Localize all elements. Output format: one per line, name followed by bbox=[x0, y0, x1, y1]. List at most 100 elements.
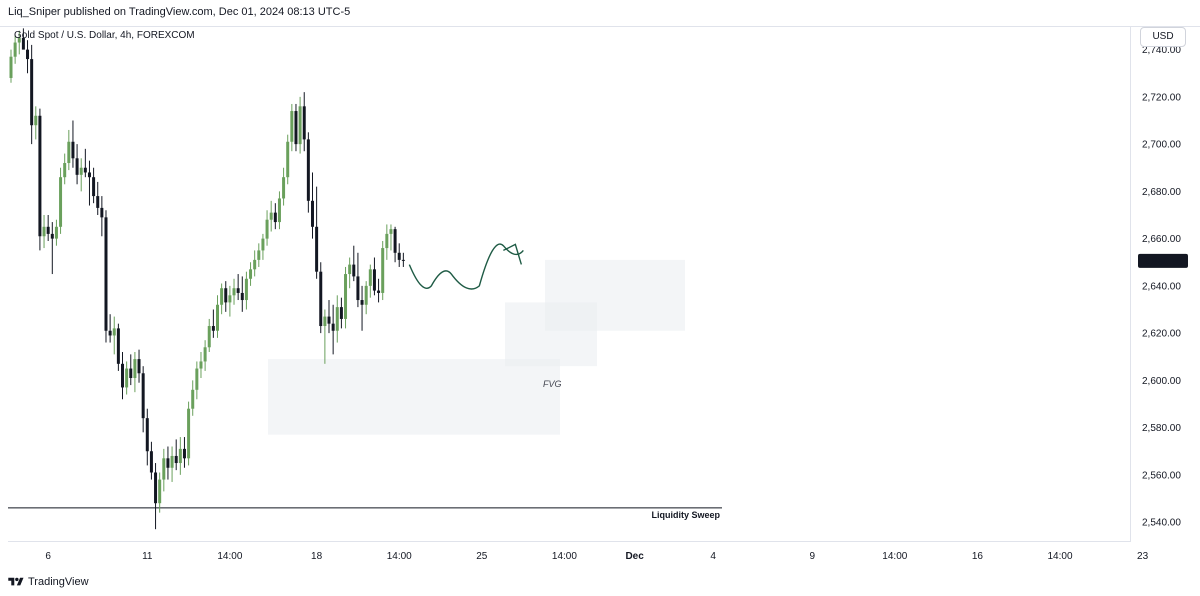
candle-up bbox=[269, 212, 273, 220]
candle-down bbox=[46, 226, 50, 234]
candle-down bbox=[310, 200, 314, 227]
publisher-line: Liq_Sniper published on TradingView.com,… bbox=[8, 6, 351, 18]
time-tick-label: 14:00 bbox=[1048, 551, 1073, 562]
candle-up bbox=[286, 141, 290, 178]
candle-up bbox=[79, 167, 83, 175]
price-tick-label: 2,600.00 bbox=[1142, 376, 1181, 387]
time-tick-label: 16 bbox=[972, 551, 984, 562]
footer: TradingView bbox=[8, 574, 89, 590]
candle-up bbox=[17, 37, 21, 43]
candle-up bbox=[265, 219, 269, 239]
candle-down bbox=[377, 290, 381, 293]
fvg-zone bbox=[545, 259, 685, 331]
candle-down bbox=[116, 328, 120, 364]
candle-down bbox=[100, 207, 104, 218]
candle-up bbox=[385, 233, 389, 249]
candle-up bbox=[220, 288, 224, 305]
candle-down bbox=[38, 115, 42, 237]
footer-brand[interactable]: TradingView bbox=[28, 576, 89, 588]
candle-down bbox=[372, 269, 376, 291]
candle-down bbox=[302, 106, 306, 140]
candle-up bbox=[257, 250, 261, 260]
projection-arrow bbox=[503, 243, 523, 265]
candle-up bbox=[162, 458, 166, 480]
candle-up bbox=[195, 368, 199, 390]
candle-up bbox=[54, 226, 58, 239]
candle-up bbox=[187, 408, 191, 459]
candle-down bbox=[137, 359, 141, 374]
price-tick-label: 2,660.00 bbox=[1142, 234, 1181, 245]
candle-up bbox=[232, 288, 236, 296]
candle-up bbox=[191, 389, 195, 409]
candle-up bbox=[298, 106, 302, 145]
price-tick-label: 2,640.00 bbox=[1142, 281, 1181, 292]
candle-up bbox=[348, 264, 352, 275]
price-tick-label: 2,680.00 bbox=[1142, 187, 1181, 198]
time-tick-label: 14:00 bbox=[552, 551, 577, 562]
candle-down bbox=[71, 141, 75, 159]
candle-down bbox=[352, 264, 356, 277]
candle-down bbox=[306, 139, 310, 201]
candle-up bbox=[13, 42, 17, 57]
candle-up bbox=[282, 177, 286, 199]
candle-down bbox=[393, 229, 397, 253]
time-tick-label: 11 bbox=[142, 551, 153, 562]
candle-down bbox=[75, 158, 79, 175]
candle-down bbox=[21, 37, 25, 50]
candle-down bbox=[92, 177, 96, 197]
candle-up bbox=[112, 328, 116, 336]
candle-down bbox=[83, 167, 87, 173]
candle-down bbox=[360, 300, 364, 305]
currency-button[interactable]: USD bbox=[1140, 27, 1186, 47]
fvg-zone bbox=[268, 359, 560, 435]
candle-down bbox=[236, 288, 240, 293]
tradingview-logo-icon bbox=[8, 577, 24, 586]
candle-down bbox=[149, 451, 153, 473]
candle-up bbox=[249, 269, 253, 279]
liquidity-sweep-label: Liquidity Sweep bbox=[651, 510, 720, 520]
symbol-title: Gold Spot / U.S. Dollar, 4h, FOREXCOM bbox=[14, 30, 195, 41]
candle-down bbox=[339, 307, 343, 319]
candle-down bbox=[319, 271, 323, 327]
candle-up bbox=[158, 479, 162, 504]
candle-down bbox=[129, 368, 133, 378]
candle-up bbox=[42, 226, 46, 237]
candle-up bbox=[323, 316, 327, 327]
fvg-label: FVG bbox=[543, 379, 562, 389]
candle-down bbox=[145, 418, 149, 452]
price-axis[interactable] bbox=[1130, 26, 1200, 542]
candle-down bbox=[182, 448, 186, 459]
time-tick-label: 18 bbox=[311, 551, 323, 562]
candle-down bbox=[224, 288, 228, 303]
candle-up bbox=[368, 269, 372, 286]
candle-up bbox=[125, 368, 129, 388]
candle-down bbox=[108, 330, 112, 336]
candle-down bbox=[104, 217, 108, 331]
time-tick-label: 14:00 bbox=[387, 551, 412, 562]
time-tick-label: 4 bbox=[710, 551, 716, 562]
candle-down bbox=[121, 363, 125, 388]
price-tick-label: 2,700.00 bbox=[1142, 140, 1181, 151]
candle-down bbox=[240, 292, 244, 301]
candle-down bbox=[30, 59, 34, 126]
time-tick-label: 14:00 bbox=[882, 551, 907, 562]
price-tick-label: 2,560.00 bbox=[1142, 470, 1181, 481]
candle-up bbox=[244, 278, 248, 301]
candle-down bbox=[154, 472, 158, 504]
candle-up bbox=[228, 295, 232, 303]
candle-up bbox=[199, 361, 203, 369]
top-bar: Liq_Sniper published on TradingView.com,… bbox=[0, 0, 1200, 27]
candle-up bbox=[63, 163, 67, 178]
candle-down bbox=[211, 326, 215, 331]
candle-up bbox=[364, 285, 368, 305]
candle-down bbox=[331, 323, 335, 331]
candle-down bbox=[166, 458, 170, 468]
candle-up bbox=[170, 455, 174, 468]
price-tick-label: 2,620.00 bbox=[1142, 329, 1181, 340]
candle-down bbox=[141, 373, 145, 419]
candle-up bbox=[207, 326, 211, 348]
last-price-label: 2,650.59 bbox=[1144, 256, 1183, 267]
candle-down bbox=[294, 111, 298, 145]
price-tick-label: 2,720.00 bbox=[1142, 92, 1181, 103]
